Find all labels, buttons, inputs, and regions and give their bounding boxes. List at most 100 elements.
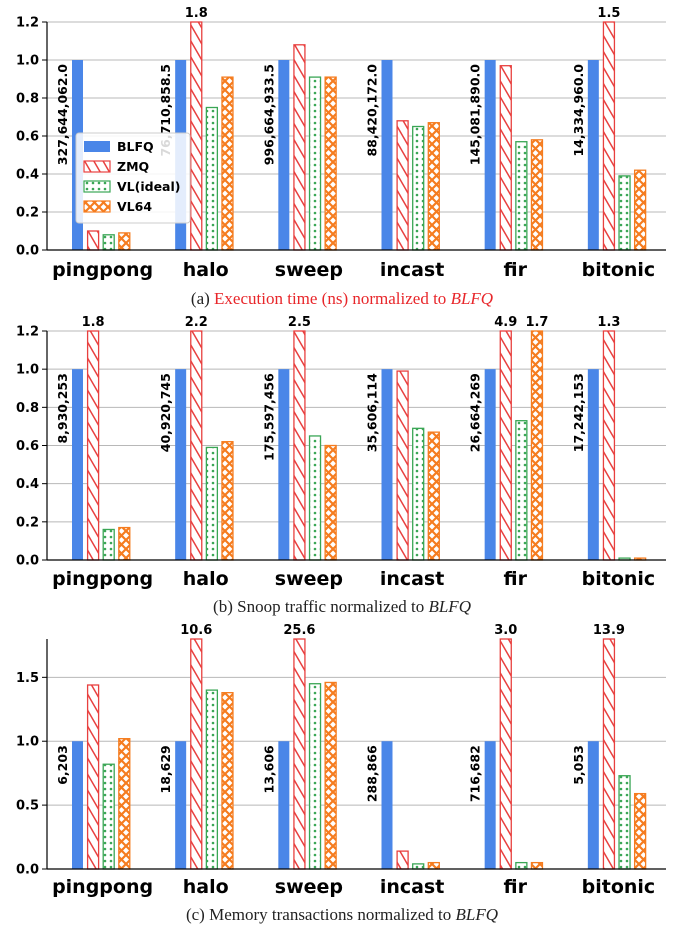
bar-blfq-halo bbox=[175, 369, 187, 560]
base-value-label: 716,682 bbox=[468, 745, 483, 802]
legend-label: BLFQ bbox=[117, 139, 154, 154]
bar-blfq-incast bbox=[381, 741, 393, 869]
overflow-value-label: 2.5 bbox=[288, 315, 311, 330]
base-value-label: 88,420,172.0 bbox=[365, 64, 380, 157]
legend-swatch bbox=[83, 160, 111, 173]
bar-vlideal-sweep bbox=[308, 435, 322, 561]
x-category-label: fir bbox=[504, 259, 528, 281]
bar-vlideal-bitonic bbox=[618, 775, 631, 870]
caption-a: (a) Execution time (ns) normalized to BL… bbox=[191, 289, 493, 308]
overflow-value-label: 1.8 bbox=[185, 6, 208, 21]
overflow-value-label: 13.9 bbox=[593, 623, 625, 638]
bar-blfq-fir bbox=[484, 369, 496, 560]
bar-zmq-pingpong bbox=[86, 684, 100, 870]
y-tick-label: 1.0 bbox=[16, 735, 39, 750]
bar-zmq-bitonic bbox=[602, 330, 616, 561]
base-value-label: 996,664,933.5 bbox=[261, 64, 276, 165]
base-value-label: 14,334,960.0 bbox=[571, 64, 586, 157]
y-tick-label: 0.0 bbox=[16, 554, 39, 569]
base-value-label: 40,920,745 bbox=[158, 373, 173, 452]
y-tick-label: 1.2 bbox=[16, 325, 39, 340]
bar-zmq-bitonic bbox=[602, 638, 616, 870]
x-category-label: fir bbox=[504, 876, 528, 898]
bar-blfq-sweep bbox=[278, 369, 290, 560]
legend-label: ZMQ bbox=[117, 159, 149, 174]
bar-zmq-bitonic bbox=[602, 21, 616, 251]
bar-vlideal-fir bbox=[515, 861, 528, 870]
caption-b: (b) Snoop traffic normalized to BLFQ bbox=[213, 597, 471, 616]
overflow-value-label: 3.0 bbox=[494, 623, 517, 638]
legend-swatch bbox=[84, 141, 110, 152]
overflow-value-label: 10.6 bbox=[180, 623, 212, 638]
bar-blfq-incast bbox=[381, 369, 393, 560]
base-value-label: 327,644,062.0 bbox=[55, 64, 70, 166]
y-tick-label: 0.6 bbox=[16, 439, 39, 454]
y-tick-label: 1.0 bbox=[16, 363, 39, 378]
bar-vl64-pingpong bbox=[118, 738, 131, 870]
x-category-label: fir bbox=[504, 568, 528, 590]
x-category-label: halo bbox=[183, 259, 229, 281]
bar-vlideal-sweep bbox=[308, 683, 322, 870]
bar-vl64-bitonic bbox=[633, 792, 647, 870]
base-value-label: 8,930,253 bbox=[55, 373, 70, 443]
bar-vl64-incast bbox=[427, 122, 440, 251]
bar-vlideal-halo bbox=[205, 106, 219, 251]
bar-blfq-fir bbox=[484, 60, 496, 250]
bar-blfq-halo bbox=[175, 741, 187, 869]
base-value-label: 13,606 bbox=[261, 745, 276, 794]
overflow-value-label: 1.5 bbox=[597, 6, 620, 21]
bar-vlideal-incast bbox=[412, 125, 425, 251]
base-value-label: 145,081,890.0 bbox=[468, 64, 483, 166]
y-tick-label: 0.2 bbox=[16, 515, 39, 530]
x-category-label: sweep bbox=[275, 259, 343, 281]
bar-blfq-sweep bbox=[278, 60, 290, 250]
y-tick-label: 0.8 bbox=[16, 92, 39, 107]
x-category-label: pingpong bbox=[52, 259, 153, 281]
y-tick-label: 0.8 bbox=[16, 401, 39, 416]
bar-vlideal-incast bbox=[412, 427, 425, 561]
bar-blfq-pingpong bbox=[72, 741, 83, 869]
bar-vlideal-bitonic bbox=[618, 175, 631, 251]
bar-vl64-fir bbox=[530, 861, 544, 870]
bar-vlideal-incast bbox=[412, 863, 425, 870]
overflow-value-label: 1.8 bbox=[82, 315, 105, 330]
bar-vl64-fir bbox=[530, 330, 544, 561]
base-value-label: 26,664,269 bbox=[468, 373, 483, 452]
bar-vl64-incast bbox=[427, 861, 440, 870]
bar-zmq-incast bbox=[396, 370, 409, 561]
x-category-label: bitonic bbox=[582, 876, 656, 898]
overflow-value-label: 4.9 bbox=[494, 315, 517, 330]
bar-vl64-halo bbox=[221, 692, 234, 870]
bar-zmq-incast bbox=[396, 850, 409, 870]
bar-blfq-bitonic bbox=[587, 369, 599, 560]
y-tick-label: 0.4 bbox=[16, 168, 39, 183]
bar-zmq-sweep bbox=[293, 638, 306, 870]
x-category-label: incast bbox=[380, 876, 445, 898]
bar-blfq-sweep bbox=[278, 741, 290, 869]
x-category-label: incast bbox=[380, 259, 445, 281]
y-tick-label: 0.4 bbox=[16, 477, 39, 492]
legend-label: VL(ideal) bbox=[117, 179, 181, 194]
base-value-label: 6,203 bbox=[55, 745, 70, 785]
base-value-label: 35,606,114 bbox=[365, 373, 380, 452]
legend: BLFQ ZMQ VL(ideal) VL64 bbox=[75, 132, 191, 224]
y-tick-label: 0.0 bbox=[16, 863, 39, 878]
x-category-label: sweep bbox=[275, 568, 343, 590]
bar-zmq-incast bbox=[396, 120, 409, 251]
x-category-label: halo bbox=[183, 876, 229, 898]
caption-c: (c) Memory transactions normalized to BL… bbox=[186, 905, 498, 924]
y-tick-label: 0.2 bbox=[16, 206, 39, 221]
bar-vlideal-fir bbox=[515, 141, 528, 251]
bar-vlideal-sweep bbox=[308, 76, 322, 251]
bar-zmq-pingpong bbox=[86, 330, 100, 561]
bar-vl64-bitonic bbox=[633, 169, 647, 251]
bar-vl64-pingpong bbox=[118, 232, 131, 251]
chart-panel-c: 0.0 0.5 1.0 1.5 6,203 18,629 13,606 288,866 716,… bbox=[16, 623, 666, 898]
bar-zmq-fir bbox=[499, 330, 512, 561]
overflow-value-label: 1.3 bbox=[597, 315, 620, 330]
bar-blfq-bitonic bbox=[587, 60, 599, 250]
y-tick-label: 0.5 bbox=[16, 799, 39, 814]
bar-blfq-bitonic bbox=[587, 741, 599, 869]
bar-vl64-pingpong bbox=[118, 526, 131, 561]
